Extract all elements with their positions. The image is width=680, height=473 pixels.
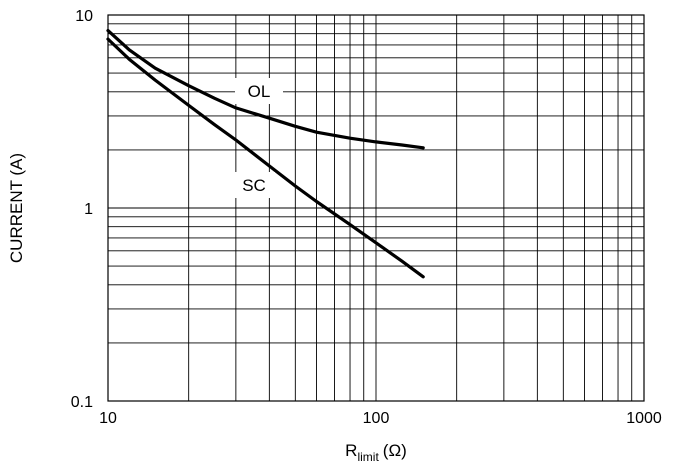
x-axis-label-unit: (Ω) [383,441,407,460]
series-label-bg-sc [233,172,275,198]
series-ol-line [106,29,425,150]
series-label-bg-ol [235,78,283,104]
x-axis-label-main: R [345,441,357,460]
y-tick-label: 1 [84,201,93,218]
grid [108,15,644,401]
tick-labels: 10 100 1000 0.1 1 10 [71,8,662,427]
series-label-ol: OL [248,82,271,101]
x-tick-label: 100 [363,410,390,427]
y-tick-label: 10 [75,8,93,25]
series-sc-line [106,37,425,279]
x-axis-label: Rlimit (Ω) [345,441,407,464]
y-tick-label: 0.1 [71,394,93,411]
x-axis-label-subscript: limit [357,450,379,464]
x-tick-label: 1000 [626,410,662,427]
curves [106,29,425,279]
plot-frame [107,14,645,402]
x-tick-label: 10 [99,410,117,427]
series-label-sc: SC [242,176,266,195]
series-labels: OL SC [233,78,283,198]
y-axis-label: CURRENT (A) [7,153,26,263]
